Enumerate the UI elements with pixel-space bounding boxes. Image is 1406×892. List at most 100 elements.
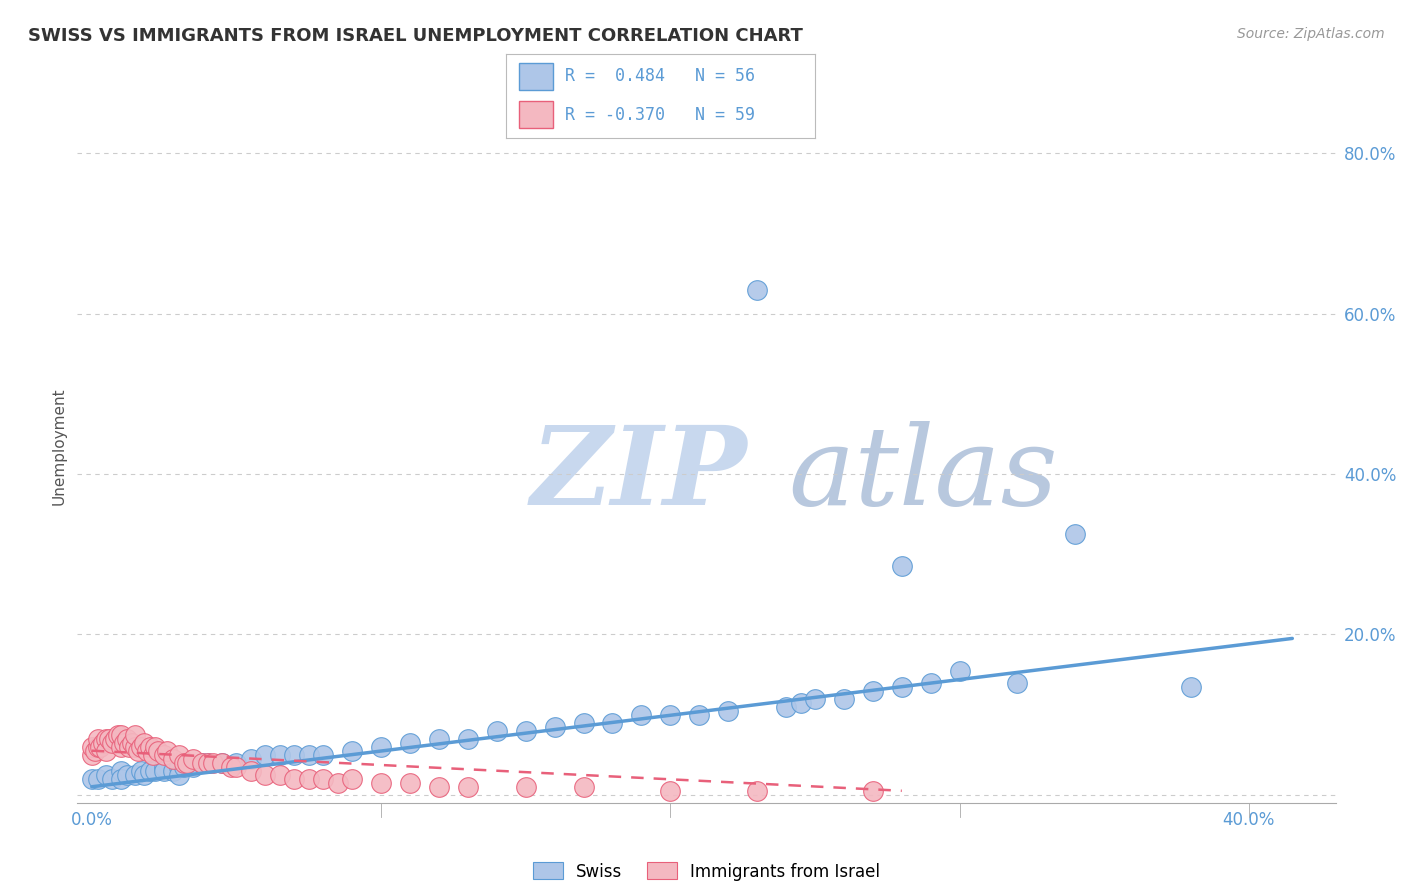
Point	[747, 283, 769, 297]
Point	[239, 752, 262, 766]
Point	[427, 780, 450, 794]
Point	[83, 744, 105, 758]
Point	[86, 731, 108, 746]
Point	[312, 772, 335, 786]
Point	[515, 723, 537, 738]
Point	[920, 675, 942, 690]
Point	[659, 784, 682, 798]
Point	[110, 739, 132, 754]
Point	[96, 744, 118, 758]
Point	[211, 756, 233, 770]
Point	[457, 780, 479, 794]
Point	[1007, 675, 1029, 690]
Point	[890, 559, 912, 574]
Point	[124, 739, 146, 754]
Point	[219, 760, 242, 774]
Point	[110, 772, 132, 786]
Point	[93, 736, 115, 750]
Point	[457, 731, 479, 746]
Point	[370, 739, 392, 754]
Point	[148, 744, 170, 758]
Point	[543, 720, 565, 734]
Point	[141, 747, 163, 762]
Point	[630, 707, 652, 722]
Text: SWISS VS IMMIGRANTS FROM ISRAEL UNEMPLOYMENT CORRELATION CHART: SWISS VS IMMIGRANTS FROM ISRAEL UNEMPLOY…	[28, 27, 803, 45]
Text: R = -0.370   N = 59: R = -0.370 N = 59	[565, 105, 755, 123]
Point	[86, 739, 108, 754]
Point	[747, 784, 769, 798]
Point	[118, 739, 141, 754]
Point	[340, 772, 363, 786]
Point	[145, 739, 167, 754]
Point	[190, 756, 212, 770]
Point	[138, 739, 160, 754]
Text: Source: ZipAtlas.com: Source: ZipAtlas.com	[1237, 27, 1385, 41]
Point	[112, 736, 135, 750]
Point	[949, 664, 972, 678]
Bar	[519, 62, 553, 90]
Point	[717, 704, 740, 718]
Point	[89, 739, 111, 754]
Bar	[519, 101, 553, 128]
Point	[197, 756, 219, 770]
Point	[283, 772, 305, 786]
Point	[129, 764, 152, 778]
Point	[80, 739, 103, 754]
Point	[399, 776, 422, 790]
Point	[775, 699, 797, 714]
Legend: Swiss, Immigrants from Israel: Swiss, Immigrants from Israel	[526, 855, 887, 888]
Point	[269, 747, 291, 762]
Point	[121, 736, 143, 750]
Point	[129, 739, 152, 754]
Point	[283, 747, 305, 762]
Point	[162, 764, 184, 778]
Point	[427, 731, 450, 746]
Point	[190, 756, 212, 770]
Point	[145, 764, 167, 778]
Point	[298, 747, 321, 762]
Point	[862, 784, 884, 798]
Point	[202, 756, 225, 770]
Point	[804, 691, 827, 706]
Point	[156, 744, 179, 758]
Point	[659, 707, 682, 722]
Point	[254, 747, 277, 762]
Point	[96, 731, 118, 746]
Text: ZIP: ZIP	[530, 421, 747, 528]
Point	[167, 768, 190, 782]
Point	[173, 756, 195, 770]
Point	[115, 731, 138, 746]
Point	[370, 776, 392, 790]
Point	[124, 728, 146, 742]
Point	[153, 764, 176, 778]
Point	[181, 760, 204, 774]
Point	[153, 760, 176, 774]
Point	[602, 715, 624, 730]
Point	[572, 780, 595, 794]
Point	[153, 747, 176, 762]
Point	[101, 736, 124, 750]
Point	[688, 707, 710, 722]
Point	[132, 736, 155, 750]
Point	[1180, 680, 1202, 694]
Point	[110, 728, 132, 742]
Text: R =  0.484   N = 56: R = 0.484 N = 56	[565, 68, 755, 86]
Point	[167, 760, 190, 774]
Point	[110, 764, 132, 778]
Point	[138, 764, 160, 778]
Point	[98, 731, 121, 746]
Point	[862, 683, 884, 698]
Y-axis label: Unemployment: Unemployment	[51, 387, 66, 505]
Point	[115, 768, 138, 782]
Point	[326, 776, 349, 790]
Point	[211, 756, 233, 770]
Point	[572, 715, 595, 730]
Point	[101, 772, 124, 786]
Point	[80, 747, 103, 762]
Point	[485, 723, 508, 738]
Point	[104, 731, 127, 746]
Point	[173, 760, 195, 774]
Point	[312, 747, 335, 762]
Point	[832, 691, 855, 706]
Point	[124, 768, 146, 782]
